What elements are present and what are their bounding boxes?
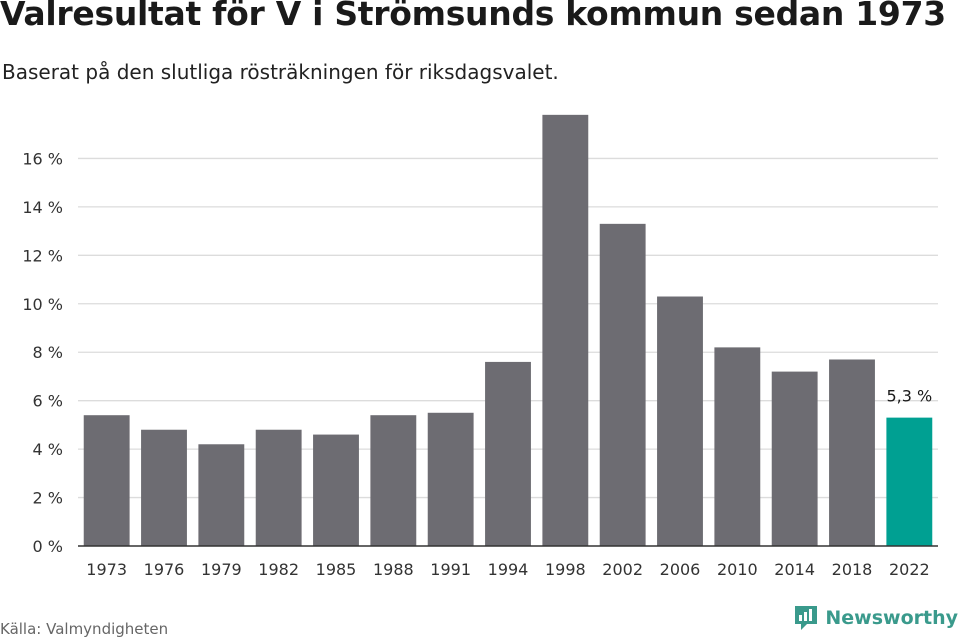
x-tick-label: 2010: [717, 560, 758, 579]
bar-2014: [771, 371, 818, 546]
y-tick-label: 6 %: [33, 392, 63, 411]
y-tick-label: 16 %: [22, 149, 63, 168]
bar-1998: [542, 114, 589, 546]
bar-1976: [141, 429, 187, 546]
x-tick-label: 1988: [373, 560, 414, 579]
y-tick-label: 4 %: [33, 440, 63, 459]
bar-1979: [198, 444, 245, 546]
x-tick-label: 2014: [774, 560, 815, 579]
y-tick-label: 2 %: [33, 489, 63, 508]
bar-2018: [829, 359, 875, 546]
x-tick-label: 2006: [660, 560, 701, 579]
newsworthy-logo-icon: [795, 606, 818, 630]
y-tick-label: 0 %: [33, 537, 63, 556]
bar-1973: [83, 415, 130, 546]
bar-1985: [313, 434, 359, 546]
y-tick-label: 14 %: [22, 198, 63, 217]
x-tick-label: 1976: [144, 560, 185, 579]
bars: [83, 114, 933, 546]
y-axis-ticks: 0 % 2 % 4 % 6 % 8 % 10 % 12 % 14 % 16 %: [22, 149, 63, 556]
brand-logo[interactable]: Newsworthy: [793, 604, 958, 632]
chart-subtitle: Baserat på den slutliga rösträkningen fö…: [2, 60, 559, 84]
bar-value-label: 5,3 %: [886, 387, 932, 406]
x-tick-label: 1979: [201, 560, 242, 579]
x-tick-label: 1973: [86, 560, 127, 579]
x-tick-label: 2018: [832, 560, 873, 579]
bar-1994: [485, 361, 531, 546]
x-tick-label: 1985: [316, 560, 357, 579]
x-tick-label: 2022: [889, 560, 930, 579]
x-axis-ticks: 1973 1976 1979 1982 1985 1988 1991 1994 1998 2002…: [86, 560, 929, 579]
y-tick-label: 12 %: [22, 246, 63, 265]
bar-2022: [886, 417, 933, 546]
y-tick-label: 8 %: [33, 343, 63, 362]
bar-1982: [255, 429, 302, 546]
x-tick-label: 1991: [430, 560, 471, 579]
source-note: Källa: Valmyndigheten: [0, 620, 169, 638]
bar-chart: 0 % 2 % 4 % 6 % 8 % 10 % 12 % 14 % 16 % 1973 1976…: [22, 114, 938, 579]
bar-2010: [714, 347, 761, 546]
bar-2006: [657, 296, 703, 546]
bar-1988: [370, 415, 417, 546]
x-tick-label: 1994: [488, 560, 529, 579]
x-tick-label: 2002: [602, 560, 643, 579]
x-tick-label: 1982: [258, 560, 299, 579]
y-tick-label: 10 %: [22, 295, 63, 314]
bar-1991: [427, 412, 474, 546]
bar-2002: [599, 223, 646, 546]
brand-name: Newsworthy: [825, 607, 958, 629]
chart-title: Valresultat för V i Strömsunds kommun se…: [0, 0, 946, 33]
x-tick-label: 1998: [545, 560, 586, 579]
